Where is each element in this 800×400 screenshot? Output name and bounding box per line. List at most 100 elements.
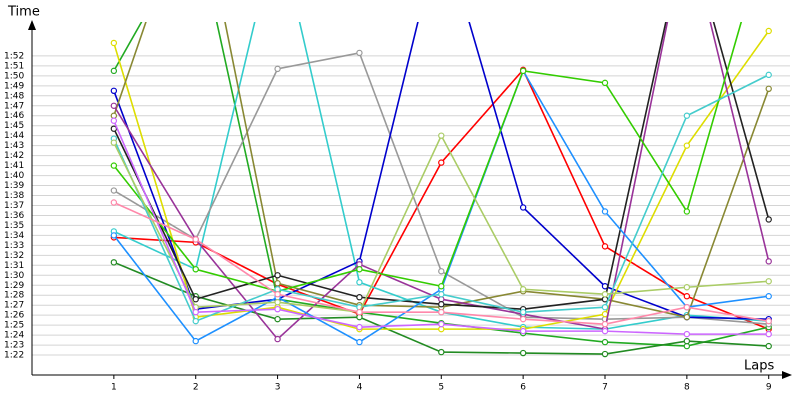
point	[274, 272, 281, 279]
point	[683, 313, 691, 321]
point	[274, 280, 281, 287]
point	[601, 303, 609, 311]
point	[110, 162, 118, 169]
point	[601, 208, 609, 215]
x-tick-label: 4	[357, 383, 363, 393]
point	[110, 199, 118, 206]
point	[601, 320, 609, 328]
point	[765, 317, 772, 325]
point	[683, 337, 691, 345]
y-tick-label: 1:44	[4, 131, 24, 141]
point	[110, 67, 118, 75]
point	[519, 204, 527, 211]
point	[683, 112, 691, 119]
y-tick-label: 1:27	[4, 301, 24, 311]
point	[110, 117, 118, 124]
y-tick-label: 1:31	[4, 261, 24, 271]
y-tick-label: 1:33	[4, 241, 24, 251]
y-tick-label: 1:51	[4, 61, 24, 71]
point	[356, 49, 363, 57]
y-tick-label: 1:49	[4, 81, 24, 91]
y-tick-label: 1:24	[4, 331, 24, 341]
x-tick-label: 1	[111, 383, 117, 393]
y-tick-label: 1:46	[4, 111, 24, 121]
point	[192, 236, 199, 243]
point	[519, 315, 527, 323]
point	[438, 308, 445, 316]
point	[765, 85, 772, 93]
point	[356, 294, 363, 301]
point	[765, 342, 772, 350]
y-tick-label: 1:37	[4, 201, 24, 211]
point	[765, 27, 772, 35]
point	[519, 349, 527, 357]
y-tick-label: 1:29	[4, 281, 24, 291]
point	[274, 315, 281, 323]
x-axis-label: Laps	[744, 359, 774, 374]
x-tick-label: 9	[766, 383, 772, 393]
y-tick-label: 1:22	[4, 351, 24, 361]
point	[192, 317, 199, 325]
y-axis-label: Time	[7, 5, 40, 20]
plot-area	[110, 22, 772, 358]
y-tick-label: 1:26	[4, 311, 24, 321]
point	[110, 187, 118, 194]
point	[274, 65, 281, 73]
point	[601, 327, 609, 335]
x-tick-label: 8	[684, 383, 690, 393]
point	[274, 335, 281, 343]
point	[110, 259, 118, 266]
point	[765, 258, 772, 265]
point	[110, 139, 118, 146]
point	[765, 71, 772, 79]
point	[274, 291, 281, 298]
point	[683, 208, 691, 215]
y-tick-label: 1:42	[4, 151, 24, 161]
point	[519, 308, 527, 316]
x-tick-label: 6	[520, 383, 526, 393]
x-arrow	[782, 371, 792, 379]
point	[192, 337, 199, 345]
point	[601, 310, 609, 318]
point	[438, 301, 445, 308]
y-arrow	[28, 20, 36, 30]
x-tick-label: 3	[275, 383, 281, 393]
point	[519, 327, 527, 335]
y-tick-label: 1:30	[4, 271, 24, 281]
y-tick-label: 1:50	[4, 71, 24, 81]
point	[765, 216, 772, 223]
point	[356, 308, 363, 316]
point	[601, 338, 609, 346]
y-tick-label: 1:41	[4, 161, 24, 171]
y-tick-label: 1:32	[4, 251, 24, 261]
point	[110, 87, 118, 95]
y-tick-label: 1:25	[4, 321, 24, 331]
x-tick-label: 2	[193, 383, 199, 393]
point	[438, 291, 445, 298]
point	[438, 283, 445, 290]
point	[438, 348, 445, 356]
point	[601, 291, 609, 298]
point	[683, 303, 691, 311]
point	[683, 293, 691, 300]
point	[683, 330, 691, 338]
x-tick-label: 7	[602, 383, 608, 393]
y-tick-label: 1:36	[4, 211, 24, 221]
point	[765, 278, 772, 285]
y-tick-label: 1:40	[4, 171, 24, 181]
y-tick-label: 1:48	[4, 91, 24, 101]
point	[765, 293, 772, 300]
y-tick-label: 1:35	[4, 221, 24, 231]
point	[683, 142, 691, 149]
point	[110, 39, 118, 47]
point	[110, 102, 118, 109]
y-tick-label: 1:39	[4, 181, 24, 191]
point	[356, 279, 363, 286]
point	[356, 323, 363, 331]
point	[438, 132, 445, 139]
y-tick-label: 1:38	[4, 191, 24, 201]
point	[274, 299, 281, 306]
point	[601, 350, 609, 358]
y-tick-label: 1:34	[4, 231, 24, 241]
